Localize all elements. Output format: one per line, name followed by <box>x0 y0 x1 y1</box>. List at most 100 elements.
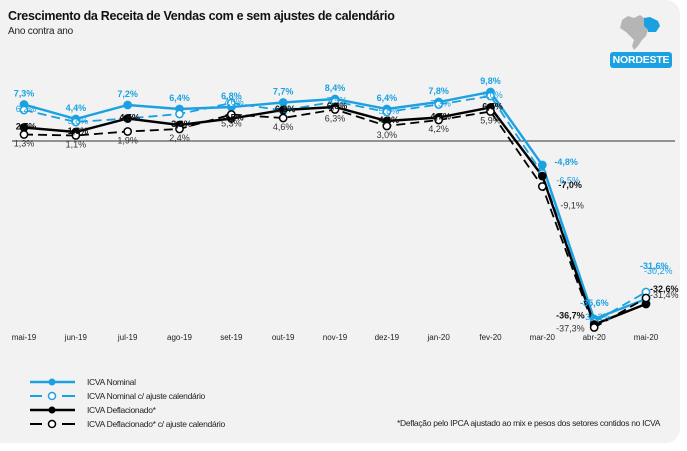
map-region-nordeste <box>644 17 660 32</box>
chart-panel <box>0 0 680 443</box>
data-point <box>330 105 340 114</box>
data-label: 6,2% <box>275 104 296 114</box>
data-label: -9,1% <box>560 201 584 211</box>
data-label: 7,8% <box>428 86 449 96</box>
legend-swatch-dashed-black-icon <box>30 419 75 429</box>
legend-item-nominal: ICVA Nominal <box>30 375 136 389</box>
legend-swatch-solid-black-icon <box>30 406 75 414</box>
data-label: 7,9% <box>327 96 348 106</box>
legend-item-nominal-adjusted: ICVA Nominal c/ ajuste calendário <box>30 389 205 403</box>
data-label: 6,8% <box>221 91 242 101</box>
data-point <box>175 109 184 119</box>
data-label: 6,2% <box>16 104 37 114</box>
x-tick-label: abr-20 <box>583 333 607 342</box>
legend-item-deflated: ICVA Deflacionado* <box>30 403 156 417</box>
data-label: 8,4% <box>325 83 346 93</box>
legend-item-deflated-adjusted: ICVA Deflacionado* c/ ajuste calendário <box>30 417 225 431</box>
x-tick-label: fev-20 <box>479 333 502 342</box>
data-point <box>537 171 547 181</box>
data-label: -36,2% <box>582 312 611 322</box>
x-tick-label: nov-19 <box>323 333 348 342</box>
data-label: 1,3% <box>14 139 35 149</box>
x-tick-label: ago-19 <box>167 333 192 342</box>
data-point <box>486 91 495 101</box>
data-point <box>278 113 288 123</box>
data-point <box>382 107 392 117</box>
data-label: 2,4% <box>169 133 190 143</box>
data-label: -4,8% <box>554 157 578 167</box>
data-point <box>434 115 444 125</box>
data-label: 6,3% <box>325 114 346 124</box>
legend-label: ICVA Deflacionado* <box>87 405 156 415</box>
x-tick-label: mar-20 <box>530 333 556 342</box>
data-label: -36,7% <box>556 311 585 321</box>
region-badge[interactable]: NORDESTE <box>610 52 672 68</box>
data-label: 7,3% <box>430 99 451 109</box>
legend-label: ICVA Nominal c/ ajuste calendário <box>87 391 205 401</box>
data-label: -32,6% <box>650 284 679 294</box>
x-tick-label: jul-19 <box>117 333 138 342</box>
x-tick-label: jun-19 <box>64 333 88 342</box>
x-tick-label: out-19 <box>272 333 295 342</box>
data-point <box>19 105 29 115</box>
data-label: 5,9% <box>480 116 501 126</box>
data-point <box>226 98 236 108</box>
data-point <box>382 121 392 131</box>
x-tick-label: mai-20 <box>634 333 659 342</box>
data-label: 4,2% <box>428 124 449 134</box>
data-point <box>537 160 547 170</box>
data-label: 4,5% <box>223 113 244 123</box>
data-label: 1,1% <box>66 140 87 150</box>
data-point <box>123 127 133 136</box>
data-label: 5,8% <box>379 106 400 116</box>
data-point <box>71 131 81 140</box>
data-label: 5,3% <box>221 119 242 129</box>
data-label: 7,2% <box>117 89 138 99</box>
data-label: 7,7% <box>273 87 294 97</box>
data-label: 6,8% <box>327 101 348 111</box>
data-label: 2,7% <box>16 122 37 132</box>
data-point <box>175 124 184 134</box>
data-label: -31,4% <box>650 290 679 300</box>
data-point <box>589 323 599 332</box>
data-label: -30,2% <box>644 266 673 276</box>
data-label: 4,7% <box>430 112 451 122</box>
legend-label: ICVA Nominal <box>87 377 136 387</box>
data-label: 4,4% <box>66 103 87 113</box>
data-point <box>123 114 133 123</box>
chart-title: Crescimento da Receita de Vendas com e s… <box>8 9 395 23</box>
x-tick-label: set-19 <box>220 333 243 342</box>
x-tick-label: mai-19 <box>12 333 37 342</box>
data-label: -6,5% <box>556 176 580 186</box>
data-label: 3,8% <box>68 116 89 126</box>
legend-swatch-solid-blue-icon <box>30 378 75 386</box>
data-label: 4,0% <box>379 115 400 125</box>
footnote: *Deflação pelo IPCA ajustado ao mix e pe… <box>397 418 661 428</box>
line-chart: mai-19 jun-19 jul-19 ago-19 set-19 out-19 nov-… <box>12 76 679 342</box>
map-region-gray <box>620 15 648 50</box>
data-label: 4,6% <box>273 122 294 132</box>
data-point <box>434 100 444 109</box>
x-tick-label: dez-19 <box>375 333 400 342</box>
data-label: -35,6% <box>580 298 609 308</box>
data-label: 7,6% <box>223 97 244 107</box>
data-label: 6,4% <box>169 93 190 103</box>
legend-swatch-dashed-blue-icon <box>30 391 75 401</box>
data-label: 4,5% <box>119 113 140 123</box>
data-label: -7,0% <box>558 180 582 190</box>
data-label: 3,0% <box>377 130 398 140</box>
data-label: 4,5% <box>119 113 140 123</box>
data-label: 9,0% <box>482 90 503 100</box>
data-label: -31,6% <box>640 261 669 271</box>
legend-label: ICVA Deflacionado* c/ ajuste calendário <box>87 419 225 429</box>
data-label: -37,3% <box>556 324 585 334</box>
data-label: 6,1% <box>275 105 296 115</box>
data-point <box>123 100 133 110</box>
data-label: 6,7% <box>482 102 503 112</box>
data-label: 1,8% <box>68 126 89 136</box>
data-point <box>19 130 29 139</box>
data-point <box>278 105 288 115</box>
data-point <box>226 110 236 119</box>
data-label: 7,3% <box>14 89 35 99</box>
data-point <box>641 293 651 303</box>
